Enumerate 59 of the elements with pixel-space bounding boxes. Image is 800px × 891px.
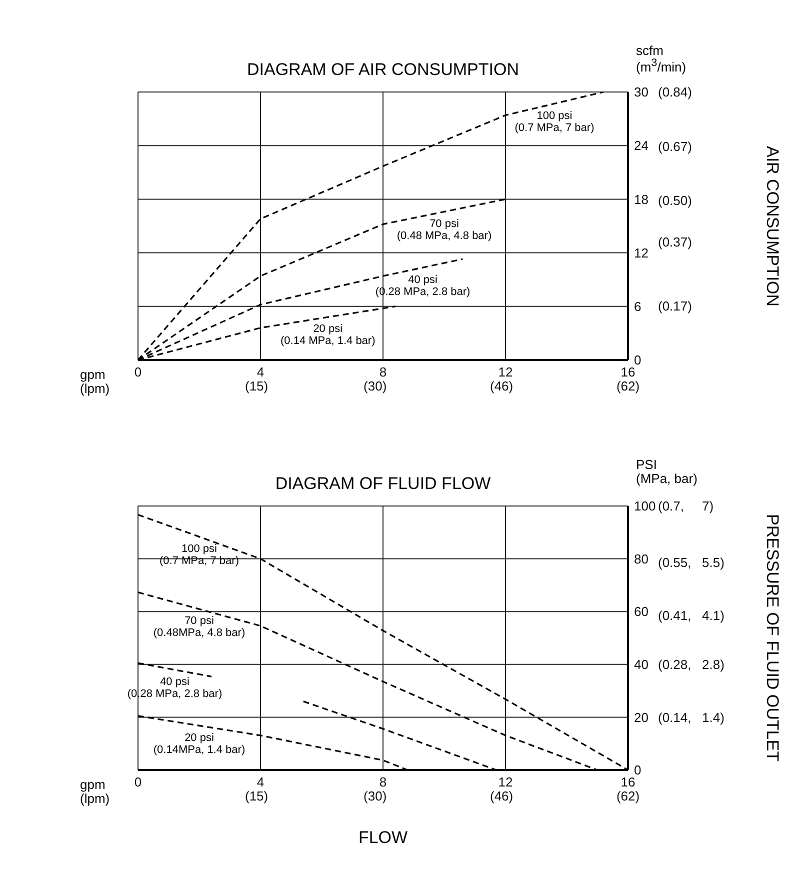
x-tick-label: 0: [134, 774, 142, 790]
x2-tick-label: (15): [244, 378, 268, 394]
y2-tick-label: (0.55,: [658, 555, 692, 570]
y-tick-label: 40: [634, 656, 648, 672]
text: scfm (m$^{3}$/min): [636, 43, 686, 75]
x-tick-label: 12: [498, 364, 513, 380]
y2-axis-title: AIR CONSUMPTION: [762, 144, 782, 308]
x-tick-label: 0: [134, 364, 142, 380]
y-tick-label: 0: [634, 762, 642, 778]
y-tick-label: 30: [634, 84, 648, 100]
chart-title: DIAGRAM OF FLUID FLOW: [274, 474, 492, 494]
y3-tick-label: 4.1): [702, 608, 724, 623]
y2-axis-title: PRESSURE OF FLUID OUTLET: [762, 513, 782, 764]
series-label: 100 psi (0.7 MPa, 7 bar): [514, 110, 596, 134]
x-tick-label: 8: [379, 364, 387, 380]
y3-tick-label: 5.5): [702, 555, 724, 570]
x-tick-label: 4: [256, 364, 264, 380]
y-tick-label: 18: [634, 192, 648, 207]
y-tick-label: 20: [634, 710, 648, 725]
x-tick-label: 16: [620, 774, 636, 790]
y2-tick-label: (0.37): [658, 234, 692, 250]
y2-tick-label: (0.28,: [658, 656, 692, 672]
chart-title: DIAGRAM OF AIR CONSUMPTION: [246, 60, 520, 80]
text: PSI (MPa, bar): [636, 457, 698, 487]
y2-tick-label: (0.41,: [658, 608, 692, 623]
y2-tick-label: (0.7,: [658, 498, 684, 514]
x2-tick-label: (46): [490, 788, 514, 804]
y2-tick-label: (0.67): [658, 138, 692, 154]
series-label: 20 psi (0.14MPa, 1.4 bar): [152, 732, 246, 756]
y3-tick-label: 2.8): [702, 656, 724, 672]
y-tick-label: 12: [634, 245, 648, 260]
x2-tick-label: (46): [490, 378, 514, 394]
x2-tick-label: (62): [616, 378, 640, 394]
y-tick-label: 0: [634, 352, 642, 368]
x-tick-label: 12: [498, 774, 513, 790]
x2-tick-label: (30): [364, 788, 387, 804]
y2-tick-label: (0.84): [658, 84, 692, 100]
y2-tick-label: (0.50): [658, 193, 692, 208]
y-tick-label: 80: [634, 551, 648, 566]
x-tick-label: 8: [379, 774, 387, 790]
y2-tick-label: (0.17): [658, 298, 692, 314]
x-tick-label: 4: [256, 774, 264, 790]
text: gpm (lpm): [80, 777, 110, 807]
y3-tick-label: 7): [702, 498, 714, 514]
y-tick-label: 60: [634, 604, 648, 620]
x-axis-title: FLOW: [357, 828, 409, 848]
text: gpm (lpm): [80, 367, 110, 397]
series-label: 70 psi (0.48 MPa, 4.8 bar): [396, 218, 493, 242]
x2-tick-label: (30): [364, 378, 387, 394]
y3-tick-label: 1.4): [702, 710, 724, 725]
y-tick-label: 6: [634, 298, 642, 314]
x2-tick-label: (62): [616, 788, 640, 804]
series-label: 20 psi (0.14 MPa, 1.4 bar): [279, 323, 376, 348]
y-tick-label: 24: [634, 138, 648, 154]
y2-tick-label: (0.14,: [658, 710, 692, 725]
x-tick-label: 16: [620, 364, 636, 380]
series-label: 70 psi (0.48MPa, 4.8 bar): [152, 615, 246, 640]
y-tick-label: 100: [634, 498, 656, 514]
x2-tick-label: (15): [244, 788, 268, 804]
